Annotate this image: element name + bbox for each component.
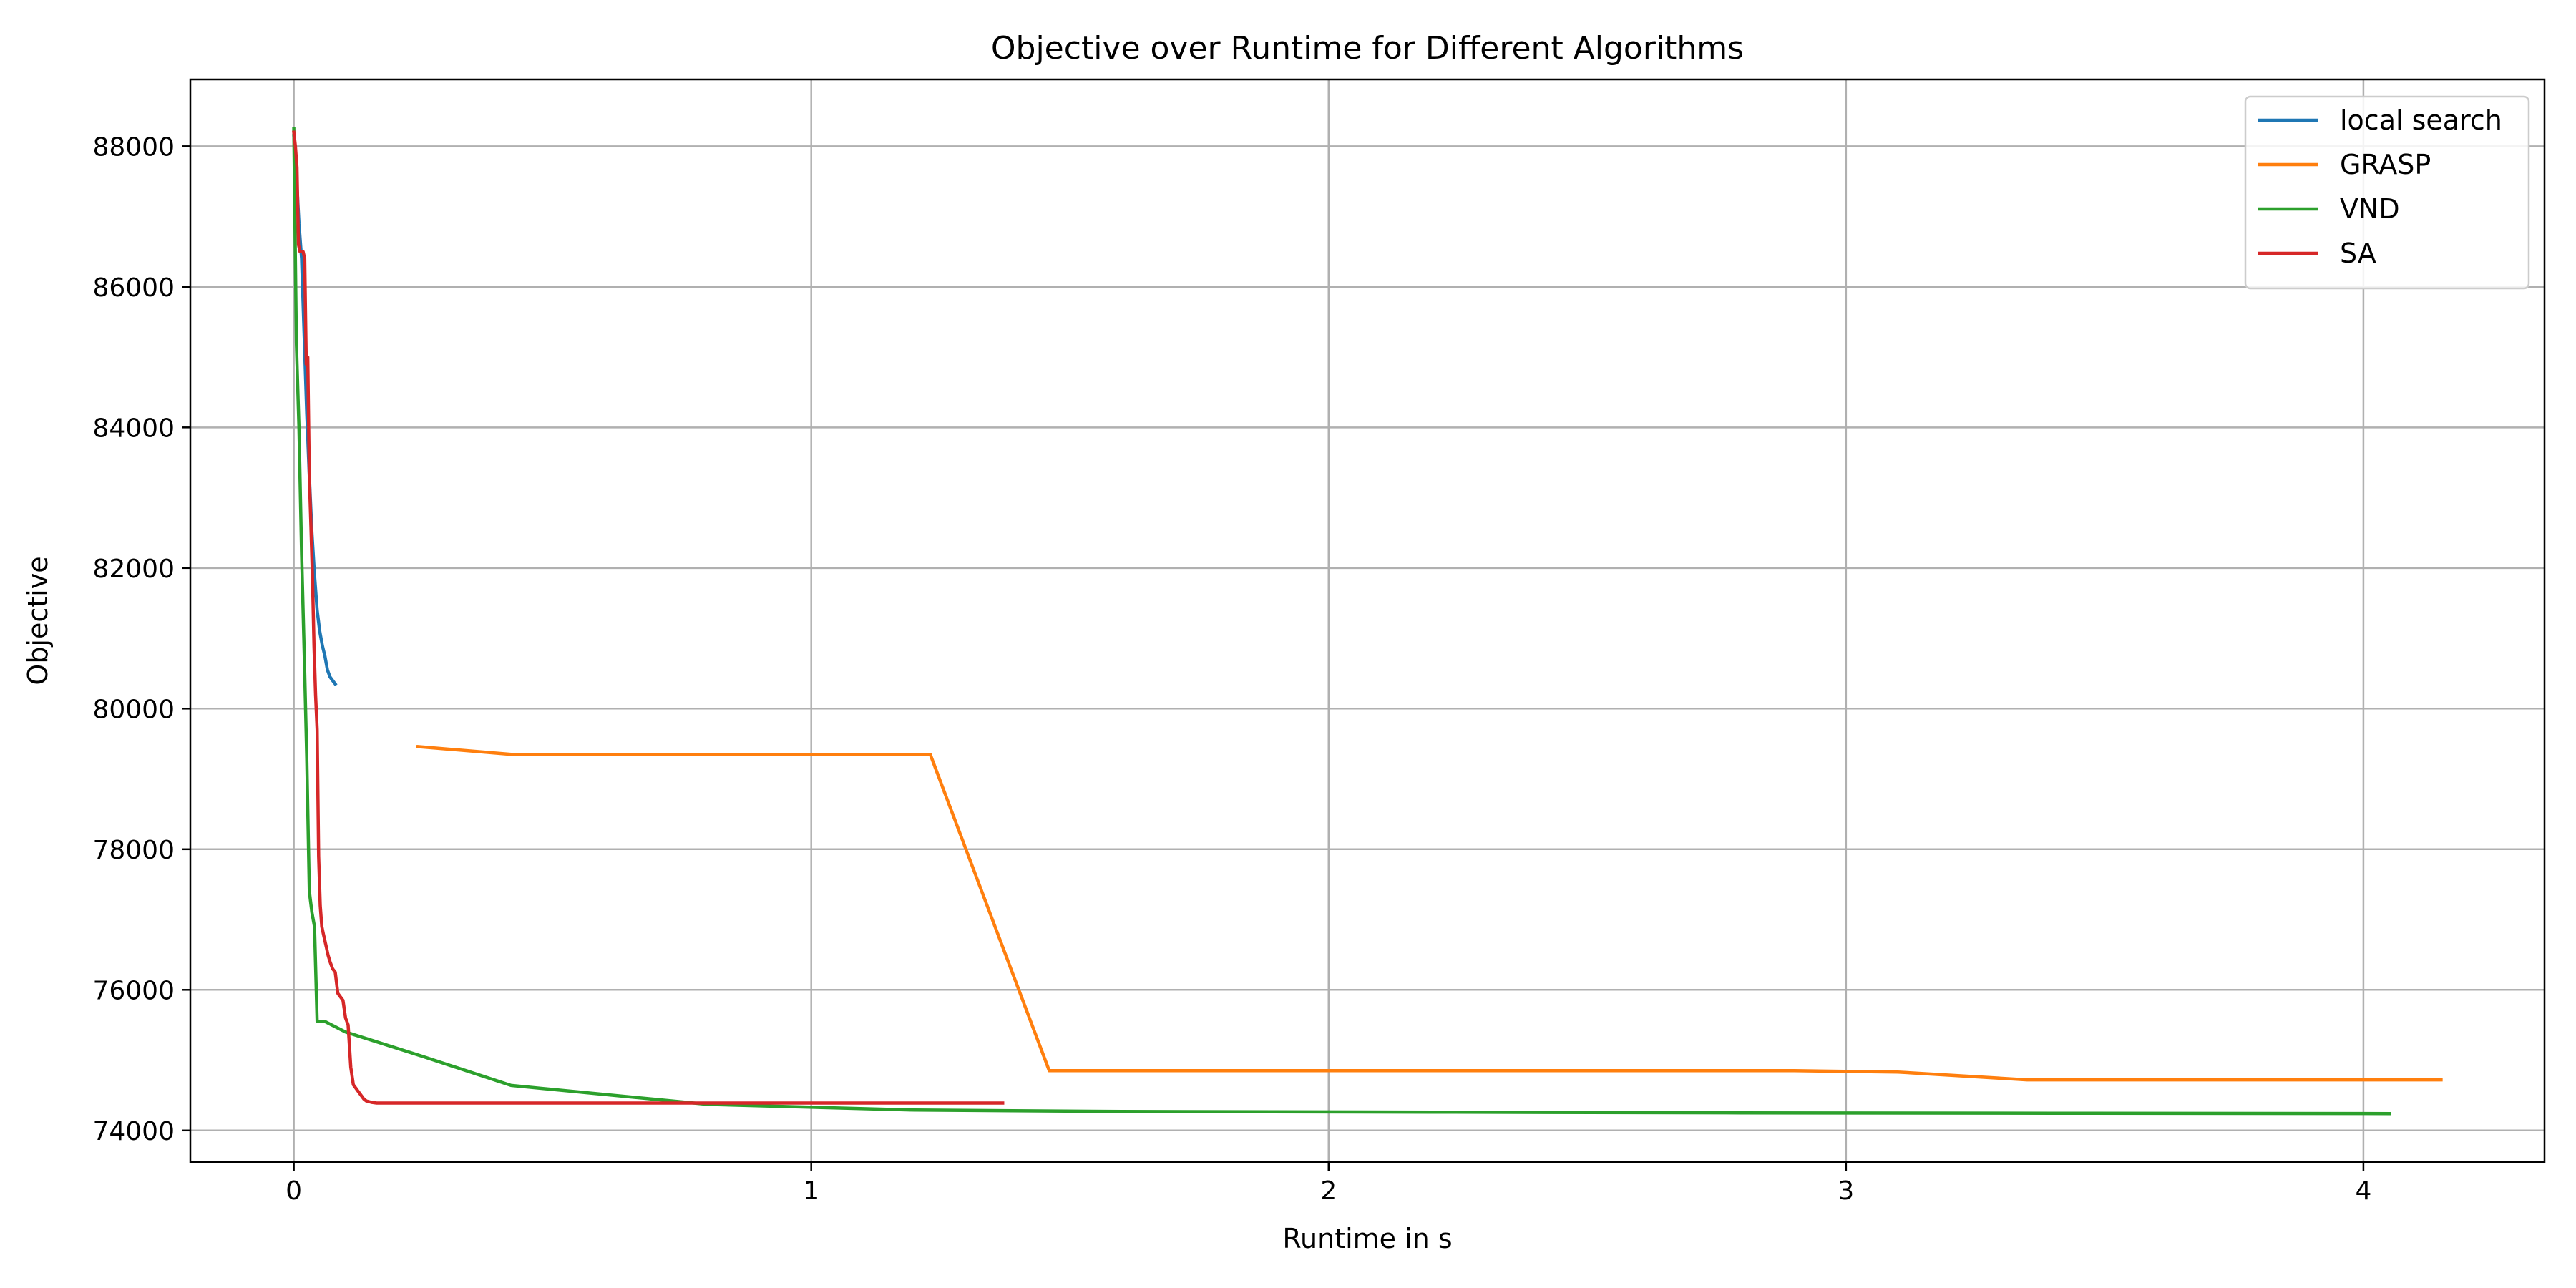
x-tick-label: 2 bbox=[1320, 1176, 1337, 1206]
y-tick-label: 82000 bbox=[92, 555, 175, 584]
x-tick-label: 4 bbox=[2355, 1176, 2371, 1206]
series-line-sa bbox=[292, 130, 1005, 1105]
x-tick-label: 0 bbox=[286, 1176, 302, 1206]
y-tick-label: 76000 bbox=[92, 976, 175, 1005]
y-tick-label: 88000 bbox=[92, 132, 175, 162]
x-axis-title: Runtime in s bbox=[1282, 1223, 1452, 1254]
tick-group: 0 1 2 3 4 74000 76000 78000 80000 82000 84000 86000… bbox=[92, 132, 2371, 1206]
legend: local search GRASP VND SA bbox=[2244, 95, 2530, 290]
legend-label-sa: SA bbox=[2340, 238, 2376, 269]
legend-box bbox=[2244, 95, 2530, 290]
y-tick-label: 80000 bbox=[92, 695, 175, 724]
legend-label-vnd: VND bbox=[2340, 193, 2400, 225]
legend-label-grasp: GRASP bbox=[2340, 149, 2431, 180]
y-tick-label: 74000 bbox=[92, 1117, 175, 1146]
y-tick-label: 78000 bbox=[92, 836, 175, 865]
legend-label-local-search: local search bbox=[2340, 104, 2502, 136]
y-tick-label: 84000 bbox=[92, 414, 175, 443]
y-tick-label: 86000 bbox=[92, 273, 175, 303]
x-tick-label: 3 bbox=[1838, 1176, 1854, 1206]
grid bbox=[190, 79, 2545, 1162]
plot-frame bbox=[189, 78, 2546, 1163]
series-line-vnd bbox=[292, 127, 2391, 1116]
series-group bbox=[292, 127, 2443, 1116]
x-tick-label: 1 bbox=[803, 1176, 819, 1206]
series-line-local-search bbox=[292, 134, 338, 687]
series-line-grasp bbox=[416, 744, 2443, 1082]
chart-title: Objective over Runtime for Different Alg… bbox=[991, 30, 1744, 67]
y-axis-title: Objective bbox=[22, 556, 54, 685]
